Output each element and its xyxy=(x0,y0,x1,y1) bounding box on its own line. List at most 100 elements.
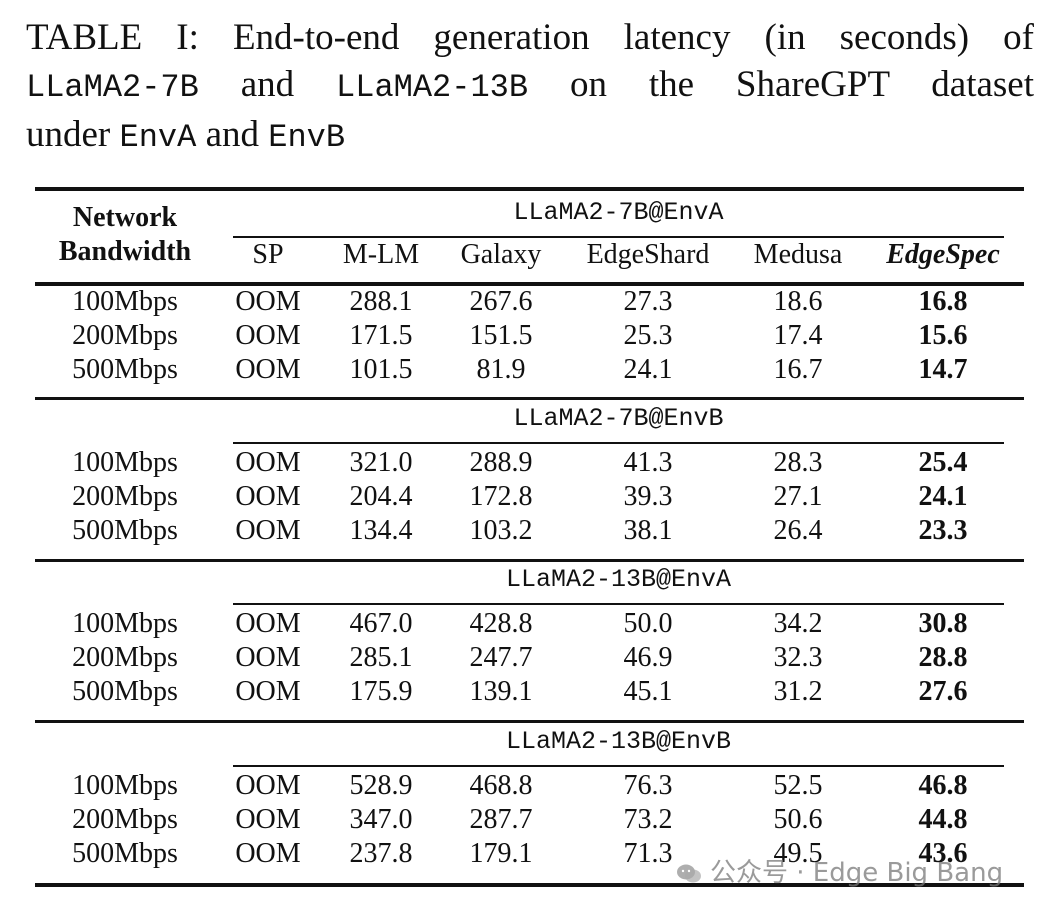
bandwidth-cell: 100Mbps xyxy=(72,447,178,478)
table-cell: 50.6 xyxy=(773,804,823,835)
table-cell: 24.1 xyxy=(918,481,968,512)
table-cell: 25.4 xyxy=(918,447,968,478)
table-cell: 50.0 xyxy=(623,608,673,639)
wechat-icon xyxy=(677,864,701,882)
table-cell: 45.1 xyxy=(623,676,673,707)
table-cell: 16.8 xyxy=(918,286,968,317)
column-header-bandwidth: Network xyxy=(72,202,178,233)
caption-text: and xyxy=(196,114,269,155)
table-cell: OOM xyxy=(235,804,301,835)
bandwidth-cell: 100Mbps xyxy=(72,608,178,639)
bottom-rule xyxy=(35,883,1024,887)
group-subrule xyxy=(233,442,1004,444)
table-cell: 528.9 xyxy=(349,770,413,801)
column-header: EdgeSpec xyxy=(886,239,1000,270)
caption-code-term: EnvB xyxy=(268,119,346,156)
group-subrule xyxy=(233,603,1004,605)
bandwidth-cell: 200Mbps xyxy=(72,642,178,673)
column-header: EdgeShard xyxy=(586,239,710,270)
table-cell: OOM xyxy=(235,676,301,707)
table-cell: 25.3 xyxy=(623,320,673,351)
table-cell: 41.3 xyxy=(623,447,673,478)
table-cell: 428.8 xyxy=(469,608,533,639)
table-cell: 139.1 xyxy=(469,676,533,707)
table-cell: 27.3 xyxy=(623,286,673,317)
group-subrule xyxy=(233,765,1004,767)
table-cell: 39.3 xyxy=(623,481,673,512)
caption-code-term: LLaMA2-7B xyxy=(26,69,199,106)
caption-text: TABLE I: End-to-end generation latency (… xyxy=(26,17,1034,58)
table-cell: 27.1 xyxy=(773,481,823,512)
table-cell: 204.4 xyxy=(349,481,413,512)
table-cell: 27.6 xyxy=(918,676,968,707)
bandwidth-cell: 100Mbps xyxy=(72,770,178,801)
table-cell: OOM xyxy=(235,320,301,351)
table-cell: OOM xyxy=(235,608,301,639)
table-cell: 32.3 xyxy=(773,642,823,673)
watermark: 公众号 · Edge Big Bang xyxy=(676,856,1003,890)
column-header: Galaxy xyxy=(460,239,542,270)
column-header: SP xyxy=(252,239,284,270)
table-cell: 31.2 xyxy=(773,676,823,707)
table-cell: 71.3 xyxy=(623,838,673,869)
table-cell: 151.5 xyxy=(469,320,533,351)
table-cell: OOM xyxy=(235,642,301,673)
table-cell: 28.8 xyxy=(918,642,968,673)
bandwidth-cell: 500Mbps xyxy=(72,515,178,546)
top-rule xyxy=(35,187,1024,191)
column-header-bandwidth: Bandwidth xyxy=(58,236,192,267)
table-cell: 347.0 xyxy=(349,804,413,835)
table-cell: 26.4 xyxy=(773,515,823,546)
table-cell: 28.3 xyxy=(773,447,823,478)
table-cell: OOM xyxy=(235,354,301,385)
table-cell: 23.3 xyxy=(918,515,968,546)
table-caption: TABLE I: End-to-end generation latency (… xyxy=(26,14,1034,161)
bandwidth-cell: 200Mbps xyxy=(72,320,178,351)
table-cell: 17.4 xyxy=(773,320,823,351)
table-cell: 14.7 xyxy=(918,354,968,385)
table-cell: 175.9 xyxy=(349,676,413,707)
table-cell: 288.1 xyxy=(349,286,413,317)
caption-line-1: TABLE I: End-to-end generation latency (… xyxy=(26,14,1034,61)
table-cell: 38.1 xyxy=(623,515,673,546)
group-divider xyxy=(35,282,1024,286)
table-cell: 52.5 xyxy=(773,770,823,801)
table-cell: 81.9 xyxy=(476,354,526,385)
table-cell: 101.5 xyxy=(349,354,413,385)
group-title: LLaMA2-13B@EnvA xyxy=(505,565,732,594)
caption-text: on the ShareGPT dataset xyxy=(528,64,1034,105)
group-title: LLaMA2-7B@EnvA xyxy=(513,198,724,227)
group-divider xyxy=(35,559,1024,562)
table-cell: 49.5 xyxy=(773,838,823,869)
table-cell: 467.0 xyxy=(349,608,413,639)
caption-code-term: EnvA xyxy=(119,119,197,156)
table-cell: OOM xyxy=(235,481,301,512)
table-cell: 179.1 xyxy=(469,838,533,869)
column-header: M-LM xyxy=(342,239,420,270)
watermark-text: 公众号 · Edge Big Bang xyxy=(710,858,1004,888)
table-cell: 247.7 xyxy=(469,642,533,673)
table-cell: 267.6 xyxy=(469,286,533,317)
table-cell: 30.8 xyxy=(918,608,968,639)
bandwidth-cell: 500Mbps xyxy=(72,676,178,707)
caption-code-term: LLaMA2-13B xyxy=(336,69,529,106)
caption-text: and xyxy=(198,64,337,105)
bandwidth-cell: 500Mbps xyxy=(72,838,178,869)
caption-text: under xyxy=(26,114,120,155)
table-cell: 134.4 xyxy=(349,515,413,546)
table-cell: 288.9 xyxy=(469,447,533,478)
table-cell: 43.6 xyxy=(918,838,968,869)
table-cell: OOM xyxy=(235,838,301,869)
table-cell: 171.5 xyxy=(349,320,413,351)
table-cell: 15.6 xyxy=(918,320,968,351)
group-divider xyxy=(35,720,1024,723)
group-divider xyxy=(35,397,1024,400)
table-cell: 46.8 xyxy=(918,770,968,801)
table-cell: OOM xyxy=(235,447,301,478)
table-cell: OOM xyxy=(235,515,301,546)
table-cell: 468.8 xyxy=(469,770,533,801)
group-subrule xyxy=(233,236,1004,238)
bandwidth-cell: 200Mbps xyxy=(72,481,178,512)
table-cell: 73.2 xyxy=(623,804,673,835)
table-cell: OOM xyxy=(235,770,301,801)
